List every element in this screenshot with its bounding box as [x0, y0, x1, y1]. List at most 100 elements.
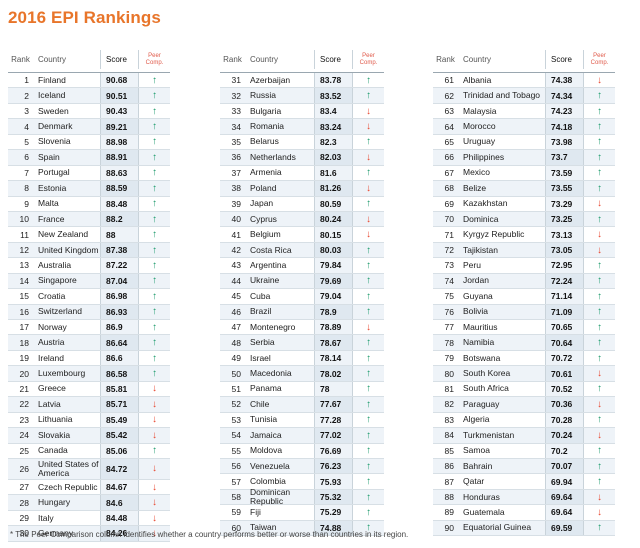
table-row: 64 Morocco 74.18 ↑ [433, 119, 615, 135]
arrow-up-icon: ↑ [583, 412, 615, 428]
table-row: 41 Belgium 80.15 ↓ [220, 227, 384, 243]
table-row: 63 Malaysia 74.23 ↑ [433, 103, 615, 120]
country-cell: Taiwan [245, 520, 314, 536]
country-cell: Fiji [250, 506, 261, 517]
score-cell: 84.72 [100, 458, 138, 479]
header-country: Country [38, 55, 67, 64]
score-cell: 86.58 [100, 366, 138, 381]
country-cell: Ukraine [245, 273, 314, 289]
arrow-up-icon: ↑ [352, 273, 384, 289]
score-cell: 77.02 [314, 428, 352, 443]
arrow-down-icon: ↓ [138, 458, 170, 479]
score-cell: 82.3 [314, 134, 352, 150]
score-cell: 74.88 [314, 520, 352, 536]
arrow-up-icon: ↑ [583, 350, 615, 366]
country-cell: Romania [245, 119, 314, 134]
table-row: 31 Azerbaijan 83.78 ↑ [220, 73, 384, 89]
header-country: Country [250, 55, 279, 64]
country-cell: Turkmenistan [458, 428, 545, 443]
rank-cell: 70 [433, 211, 458, 227]
table-row: 4 Denmark 89.21 ↑ [8, 119, 170, 135]
table-row: 88 Honduras 69.64 ↓ [433, 489, 615, 506]
arrow-up-icon: ↑ [352, 88, 384, 103]
country-cell: Belgium [250, 229, 281, 240]
score-cell: 88.2 [100, 211, 138, 227]
table-row: 43 Argentina 79.84 ↑ [220, 258, 384, 274]
rank-cell: 28 [8, 495, 33, 510]
rank-cell: 35 [231, 136, 241, 147]
arrow-up-icon: ↑ [138, 258, 170, 273]
arrow-down-icon: ↓ [583, 196, 615, 211]
score-cell: 73.7 [545, 150, 583, 165]
score-cell: 86.93 [100, 304, 138, 319]
table-row: 66 Philippines 73.7 ↑ [433, 150, 615, 166]
table-row: 10 France 88.2 ↑ [8, 211, 170, 228]
table-row: 22 Latvia 85.71 ↓ [8, 397, 170, 413]
arrow-up-icon: ↑ [138, 273, 170, 289]
rank-cell: 50 [220, 366, 245, 381]
table-row: 26 United States of America 84.72 ↓ [8, 458, 170, 480]
arrow-up-icon: ↑ [138, 119, 170, 134]
table-row: 15 Croatia 86.98 ↑ [8, 289, 170, 305]
country-cell: Malaysia [463, 105, 497, 116]
rank-cell: 77 [444, 322, 454, 333]
table-row: 49 Israel 78.14 ↑ [220, 350, 384, 367]
arrow-up-icon: ↑ [138, 289, 170, 304]
country-cell: Croatia [38, 290, 66, 301]
score-cell: 74.38 [545, 73, 583, 88]
rank-cell: 53 [231, 414, 241, 425]
arrow-up-icon: ↑ [138, 304, 170, 319]
score-cell: 72.24 [545, 273, 583, 289]
rank-cell: 59 [231, 507, 241, 518]
score-cell: 84.67 [100, 479, 138, 495]
table-row: 54 Jamaica 77.02 ↑ [220, 428, 384, 444]
rank-cell: 74 [433, 273, 458, 289]
rank-cell: 55 [231, 445, 241, 456]
arrow-up-icon: ↑ [352, 242, 384, 258]
country-cell: Guyana [463, 290, 493, 301]
country-cell: Dominican Republic [245, 487, 314, 506]
country-cell: Tunisia [250, 414, 278, 425]
arrow-up-icon: ↑ [352, 412, 384, 428]
table-row: 46 Brazil 78.9 ↑ [220, 304, 384, 320]
table-row: 74 Jordan 72.24 ↑ [433, 273, 615, 290]
table-row: 20 Luxembourg 86.58 ↑ [8, 366, 170, 382]
score-cell: 84.48 [100, 510, 138, 526]
rank-cell: 85 [444, 445, 454, 456]
score-cell: 73.29 [545, 196, 583, 211]
table-row: 3 Sweden 90.43 ↑ [8, 103, 170, 120]
country-cell: Bulgaria [250, 105, 282, 116]
score-cell: 78.9 [314, 304, 352, 319]
table-row: 68 Belize 73.55 ↑ [433, 181, 615, 197]
score-cell: 83.78 [314, 73, 352, 88]
score-cell: 74.23 [545, 103, 583, 119]
rank-cell: 33 [231, 106, 241, 117]
arrow-down-icon: ↓ [352, 211, 384, 227]
rank-cell: 63 [444, 106, 454, 117]
country-cell: Cuba [250, 290, 271, 301]
table-row: 84 Turkmenistan 70.24 ↓ [433, 428, 615, 444]
table-row: 28 Hungary 84.6 ↓ [8, 495, 170, 511]
country-cell: Lithuania [38, 414, 73, 425]
rank-cell: 79 [444, 353, 454, 364]
score-cell: 83.24 [314, 119, 352, 134]
table-row: 82 Paraguay 70.36 ↓ [433, 397, 615, 413]
score-cell: 88 [100, 227, 138, 242]
arrow-down-icon: ↓ [583, 73, 615, 88]
table-row: 39 Japan 80.59 ↑ [220, 196, 384, 212]
country-cell: Cyprus [245, 211, 314, 227]
score-cell: 90.51 [100, 88, 138, 103]
country-cell: Kyrgyz Republic [463, 229, 525, 240]
table-row: 55 Moldova 76.69 ↑ [220, 443, 384, 459]
table-row: 71 Kyrgyz Republic 73.13 ↓ [433, 227, 615, 243]
arrow-up-icon: ↑ [352, 196, 384, 211]
rankings-table-1: Rank Country Score Peer Comp. 1 Finland 90.68 ↑… [8, 50, 170, 542]
arrow-up-icon: ↑ [352, 505, 384, 520]
score-cell: 85.49 [100, 412, 138, 428]
arrow-up-icon: ↑ [583, 289, 615, 304]
score-cell: 70.61 [545, 366, 583, 381]
table-row: 65 Uruguay 73.98 ↑ [433, 134, 615, 151]
score-cell: 85.42 [100, 428, 138, 443]
table-row: 60 Taiwan 74.88 ↑ [220, 520, 384, 537]
score-cell: 73.25 [545, 211, 583, 227]
